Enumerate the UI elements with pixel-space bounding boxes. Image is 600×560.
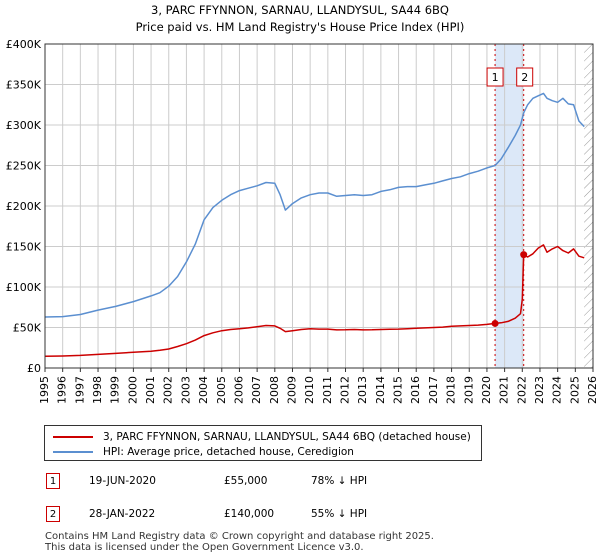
sale-hpi-diff: 78% ↓ HPI xyxy=(311,475,368,487)
x-tick-label: 2021 xyxy=(498,376,511,404)
y-tick-label: £50K xyxy=(13,322,42,335)
legend-item-hpi: HPI: Average price, detached house, Cere… xyxy=(53,444,354,460)
x-tick-label: 1995 xyxy=(38,376,51,404)
x-tick-label: 1997 xyxy=(73,376,86,404)
x-tick-label: 2000 xyxy=(126,376,139,404)
x-tick-label: 2012 xyxy=(339,376,352,404)
x-tick-label: 2004 xyxy=(197,376,210,404)
sale-badge: 2 xyxy=(46,506,60,522)
x-tick-label: 2022 xyxy=(515,376,528,404)
price-chart: 3, PARC FFYNNON, SARNAU, LLANDYSUL, SA44… xyxy=(6,3,599,404)
y-tick-label: £250K xyxy=(6,160,42,173)
x-tick-label: 2006 xyxy=(232,376,245,404)
sale-badge: 1 xyxy=(46,473,60,489)
y-tick-label: £0 xyxy=(27,362,41,375)
sale-point-badge xyxy=(486,67,504,87)
y-tick-label: £400K xyxy=(6,38,42,51)
sale-point-badge-label: 2 xyxy=(521,71,528,84)
x-tick-label: 2024 xyxy=(551,376,564,404)
legend: 3, PARC FFYNNON, SARNAU, LLANDYSUL, SA44… xyxy=(44,425,482,461)
x-tick-label: 2002 xyxy=(162,376,175,404)
x-tick-label: 2025 xyxy=(568,376,581,404)
footer: Contains HM Land Registry data © Crown c… xyxy=(45,531,434,553)
x-tick-label: 2013 xyxy=(356,376,369,404)
sale-price: £140,000 xyxy=(224,508,275,520)
x-tick-label: 2020 xyxy=(480,376,493,404)
x-tick-label: 2010 xyxy=(303,376,316,404)
y-tick-label: £150K xyxy=(6,241,42,254)
x-tick-label: 2018 xyxy=(445,376,458,404)
chart-subtitle: Price paid vs. HM Land Registry's House … xyxy=(136,20,465,34)
y-tick-label: £100K xyxy=(6,281,42,294)
sale-point-badge xyxy=(516,67,534,87)
footer-licence: This data is licensed under the Open Gov… xyxy=(45,542,364,553)
sale-point xyxy=(491,319,499,327)
legend-swatch-hpi xyxy=(53,451,93,453)
x-tick-label: 2003 xyxy=(179,376,192,404)
legend-label-hpi: HPI: Average price, detached house, Cere… xyxy=(103,446,354,458)
x-tick-label: 2023 xyxy=(533,376,546,404)
x-tick-label: 2009 xyxy=(285,376,298,404)
x-tick-label: 1999 xyxy=(109,376,122,404)
x-tick-label: 2026 xyxy=(586,376,599,404)
x-tick-label: 2001 xyxy=(144,376,157,404)
x-tick-label: 1998 xyxy=(91,376,104,404)
legend-swatch-property xyxy=(53,436,93,438)
hpi-series-line xyxy=(44,92,585,318)
sale-date: 19-JUN-2020 xyxy=(89,475,156,487)
sale-point-badge-label: 1 xyxy=(492,71,499,84)
x-tick-label: 1996 xyxy=(56,376,69,404)
x-tick-label: 2017 xyxy=(427,376,440,404)
legend-label-property: 3, PARC FFYNNON, SARNAU, LLANDYSUL, SA44… xyxy=(103,431,471,443)
x-tick-label: 2011 xyxy=(321,376,334,404)
sale-hpi-diff: 55% ↓ HPI xyxy=(311,508,368,520)
sale-point xyxy=(520,251,528,259)
x-tick-label: 2019 xyxy=(462,376,475,404)
plot-frame xyxy=(44,43,594,369)
x-tick-label: 2005 xyxy=(215,376,228,404)
footer-copyright: Contains HM Land Registry data © Crown c… xyxy=(45,531,434,542)
legend-item-property: 3, PARC FFYNNON, SARNAU, LLANDYSUL, SA44… xyxy=(53,429,471,445)
x-tick-label: 2015 xyxy=(392,376,405,404)
sale-date: 28-JAN-2022 xyxy=(89,508,156,520)
property-price-line xyxy=(44,244,585,358)
y-tick-label: £300K xyxy=(6,119,42,132)
y-tick-label: £200K xyxy=(6,200,42,213)
x-tick-label: 2008 xyxy=(268,376,281,404)
y-tick-label: £350K xyxy=(6,79,42,92)
chart-title: 3, PARC FFYNNON, SARNAU, LLANDYSUL, SA44… xyxy=(151,3,449,17)
sale-price: £55,000 xyxy=(224,475,268,487)
x-tick-label: 2016 xyxy=(409,376,422,404)
x-tick-label: 2007 xyxy=(250,376,263,404)
x-tick-label: 2014 xyxy=(374,376,387,404)
